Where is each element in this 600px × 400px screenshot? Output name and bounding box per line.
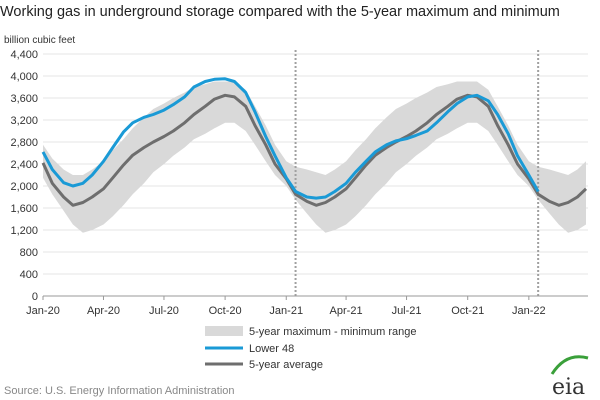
x-tick-label: Oct-20 [209,305,242,317]
axes [42,295,588,300]
y-tick-label: 1,600 [10,203,38,215]
source-note: Source: U.S. Energy Information Administ… [4,385,235,397]
x-tick-label: Jan-22 [512,305,546,317]
y-tick-label: 3,200 [10,115,38,127]
x-tick-label: Jul-20 [149,305,179,317]
y-tick-labels: 0 400 800 1,200 1,600 2,000 2,400 2,800 3,200 3,6… [10,49,38,303]
y-tick-label: 800 [20,247,38,259]
y-tick-label: 2,400 [10,159,38,171]
legend-label-lower48: Lower 48 [249,343,294,355]
x-tick-label: Oct-21 [451,305,484,317]
eia-logo-icon: eia [550,355,589,400]
y-tick-label: 4,400 [10,49,38,61]
x-tick-labels: Jan-20 Apr-20 Jul-20 Oct-20 Jan-21 Apr-21 Jul-… [26,305,545,317]
legend-swatch-range [205,326,243,336]
x-tick-label: Jan-20 [26,305,60,317]
y-axis-unit: billion cubic feet [4,35,75,46]
y-tick-label: 2,800 [10,137,38,149]
x-tick-label: Jul-21 [392,305,422,317]
range-band [43,81,586,233]
series-line-lower48 [41,77,540,200]
eia-logo-text: eia [552,375,585,400]
vertical-marker-layer [294,50,540,296]
y-tick-label: 4,000 [10,71,38,83]
y-tick-label: 1,200 [10,225,38,237]
y-tick-label: 3,600 [10,93,38,105]
series-line-layer [41,77,588,207]
chart-title: Working gas in underground storage compa… [0,4,560,20]
series-line-average [41,93,588,207]
y-tick-label: 0 [32,291,38,303]
eia-logo-swoosh [550,355,589,375]
x-tick-label: Apr-20 [87,305,120,317]
y-tick-label: 400 [20,269,38,281]
range-band-layer [43,81,586,233]
x-tick-label: Jan-21 [269,305,303,317]
legend-label-average: 5-year average [249,359,323,371]
y-tick-label: 2,000 [10,181,38,193]
legend: 5-year maximum - minimum range Lower 48 … [205,326,416,371]
x-tick-label: Apr-21 [330,305,363,317]
legend-label-range: 5-year maximum - minimum range [249,326,416,338]
